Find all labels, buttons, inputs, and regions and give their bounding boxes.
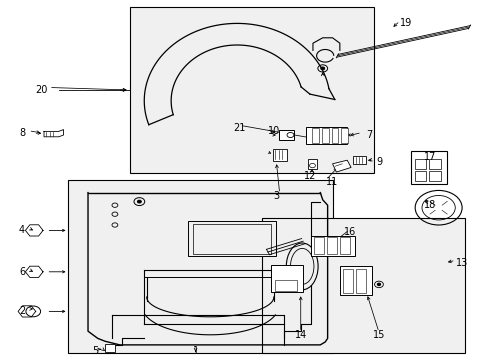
Bar	[339, 266, 371, 295]
Bar	[414, 159, 426, 169]
Ellipse shape	[286, 243, 317, 290]
Bar	[343, 269, 352, 293]
FancyBboxPatch shape	[352, 156, 366, 164]
Bar	[428, 159, 440, 169]
Text: 3: 3	[273, 191, 279, 201]
Text: 11: 11	[325, 177, 338, 187]
Text: 13: 13	[455, 258, 468, 268]
Bar	[410, 151, 447, 184]
Bar	[278, 130, 294, 140]
Text: 21: 21	[233, 123, 245, 133]
Text: 20: 20	[35, 85, 48, 95]
Bar	[428, 171, 440, 181]
Text: 2: 2	[19, 306, 25, 316]
Bar	[311, 128, 318, 143]
Bar	[341, 128, 347, 143]
Text: 10: 10	[267, 126, 280, 136]
Bar	[305, 127, 346, 144]
Ellipse shape	[290, 248, 313, 284]
Text: 16: 16	[343, 227, 355, 237]
Bar	[188, 221, 276, 256]
Bar	[356, 269, 366, 293]
Bar	[261, 218, 464, 353]
Circle shape	[377, 283, 380, 285]
Text: 5: 5	[92, 346, 98, 356]
Text: 9: 9	[375, 157, 381, 167]
Text: 17: 17	[423, 152, 436, 162]
Text: 19: 19	[399, 18, 411, 28]
Circle shape	[137, 200, 141, 203]
Polygon shape	[332, 160, 350, 172]
Text: 14: 14	[294, 330, 306, 340]
Text: 4: 4	[19, 225, 25, 235]
Bar	[414, 171, 426, 181]
Bar	[331, 128, 338, 143]
Text: 6: 6	[19, 267, 25, 277]
Bar	[340, 237, 349, 254]
Text: 12: 12	[304, 171, 316, 181]
Bar	[193, 224, 271, 254]
Text: 15: 15	[372, 330, 385, 340]
Text: 1: 1	[192, 346, 198, 356]
Bar	[321, 128, 328, 143]
Text: 18: 18	[423, 200, 436, 210]
Bar	[271, 265, 303, 292]
Text: 8: 8	[19, 128, 25, 138]
Bar	[326, 237, 336, 254]
Bar	[310, 236, 354, 256]
FancyBboxPatch shape	[272, 149, 286, 161]
Circle shape	[320, 67, 324, 70]
Bar	[313, 237, 323, 254]
Bar	[105, 344, 115, 352]
Bar	[129, 7, 373, 173]
Bar	[68, 180, 332, 353]
Text: 7: 7	[366, 130, 371, 140]
Bar	[275, 280, 297, 291]
Bar	[307, 159, 316, 169]
